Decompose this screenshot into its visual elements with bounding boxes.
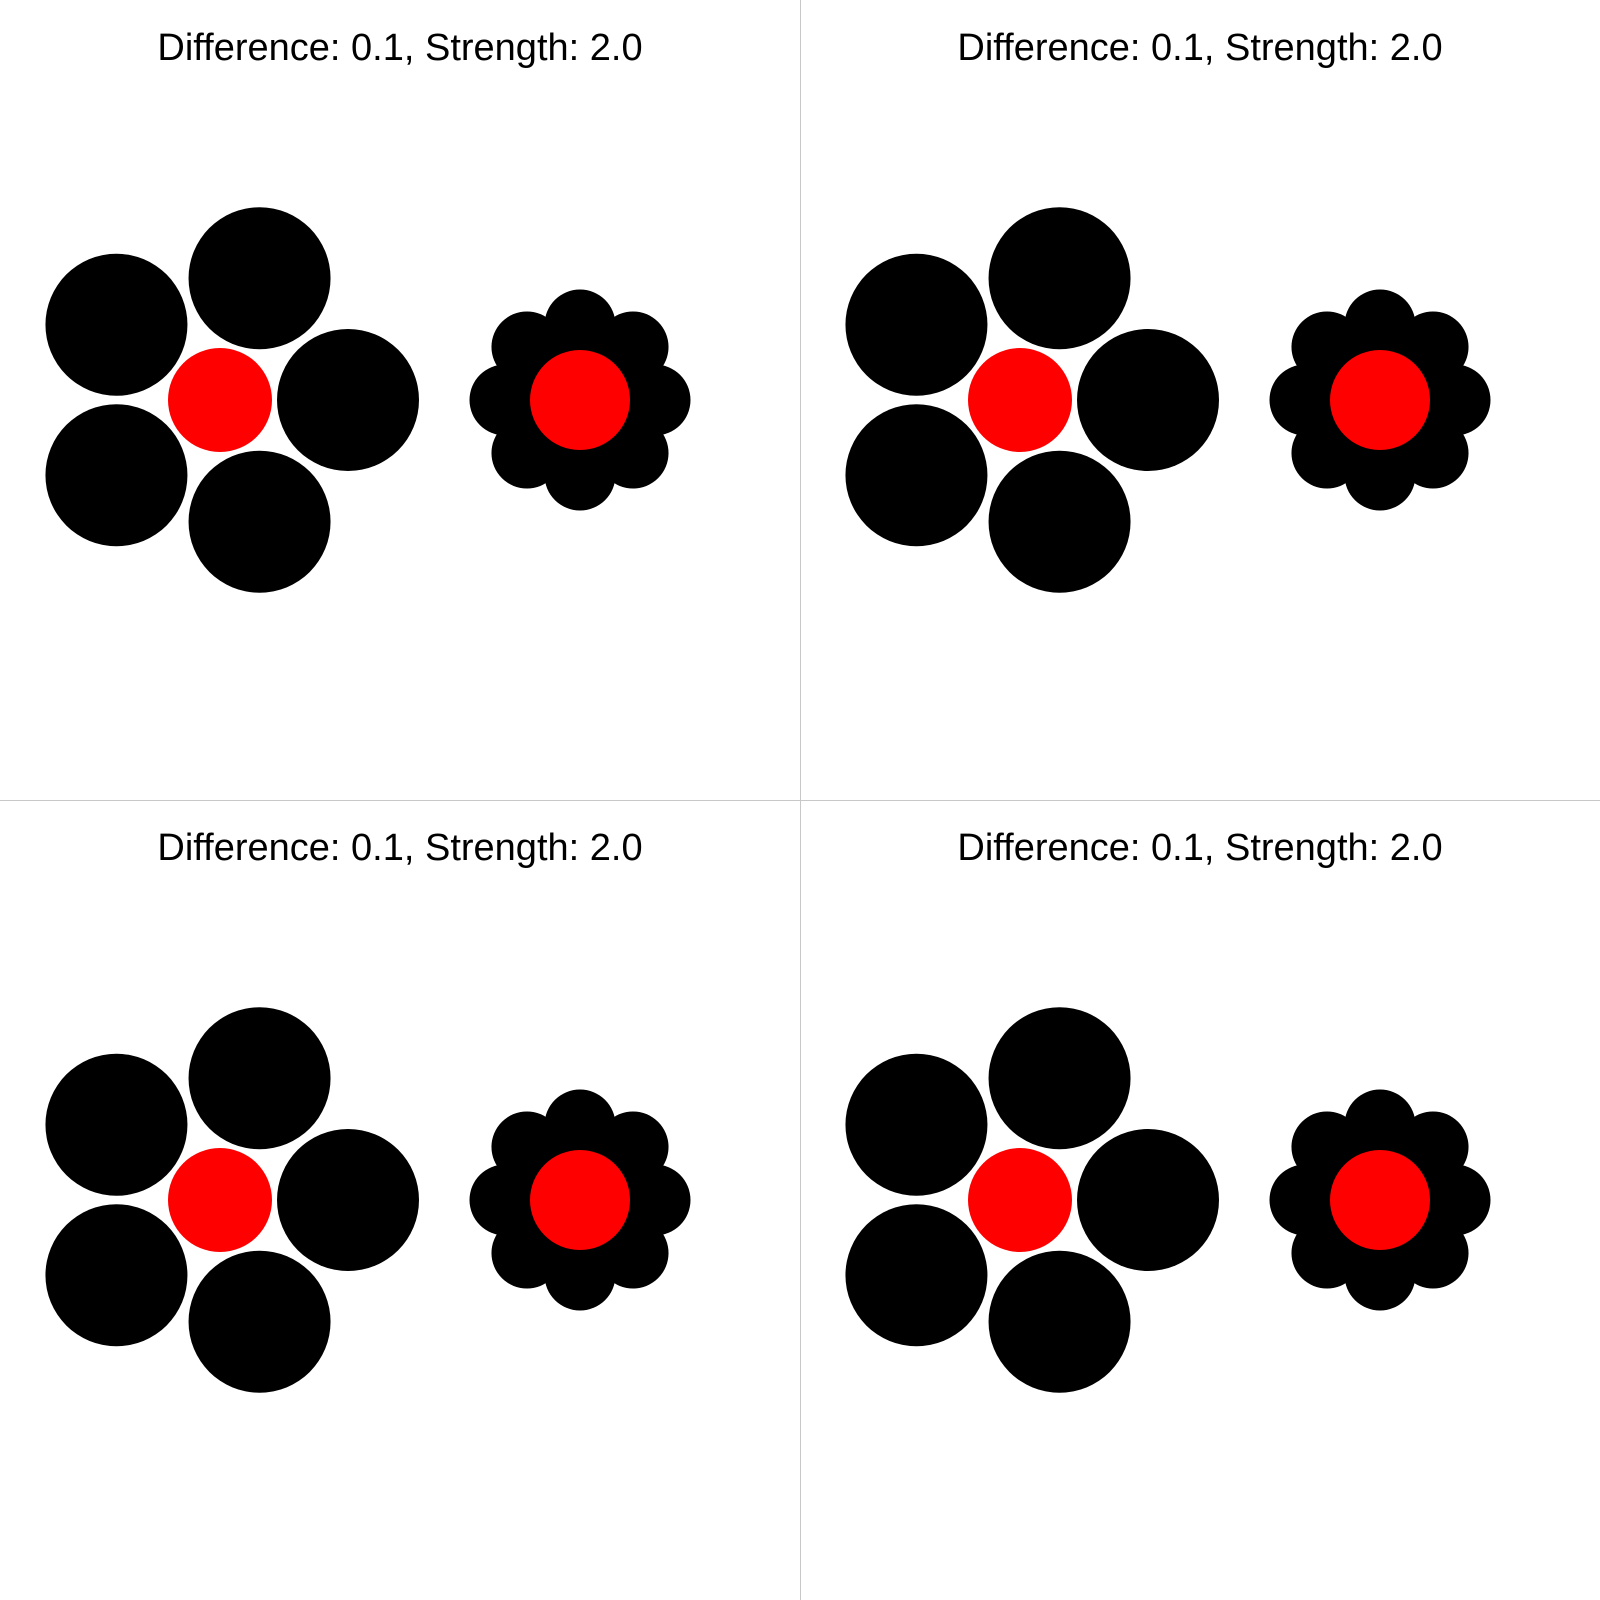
right-target-circle	[530, 1150, 630, 1250]
right-target-circle	[530, 350, 630, 450]
panel-title: Difference: 0.1, Strength: 2.0	[157, 827, 643, 869]
large-inducer-circle	[45, 404, 188, 547]
illusion-panel-3: Difference: 0.1, Strength: 2.0	[0, 800, 800, 1600]
ebbinghaus-figure	[845, 1007, 1491, 1393]
small-inducer-circle	[544, 1089, 616, 1161]
left-target-circle	[168, 1148, 272, 1252]
small-inducer-circle	[1344, 1089, 1416, 1161]
illusion-panel-1: Difference: 0.1, Strength: 2.0	[0, 0, 800, 800]
small-inducer-circle	[469, 1164, 541, 1236]
large-inducer-circle	[988, 1250, 1131, 1393]
small-inducer-circle	[1269, 1164, 1341, 1236]
panel-title: Difference: 0.1, Strength: 2.0	[957, 827, 1443, 869]
illusion-panel-4: Difference: 0.1, Strength: 2.0	[800, 800, 1600, 1600]
left-target-circle	[968, 348, 1072, 452]
small-inducer-circle	[1344, 439, 1416, 511]
large-inducer-circle	[1077, 1129, 1219, 1271]
small-inducer-circle	[619, 364, 691, 436]
panel-title: Difference: 0.1, Strength: 2.0	[157, 27, 643, 69]
small-inducer-circle	[1419, 1164, 1491, 1236]
large-inducer-circle	[45, 1204, 188, 1347]
large-inducer-circle	[845, 404, 988, 547]
large-inducer-circle	[1077, 329, 1219, 471]
large-inducer-circle	[988, 1007, 1131, 1150]
ebbinghaus-figure	[845, 207, 1491, 593]
illusion-panel-2: Difference: 0.1, Strength: 2.0	[800, 0, 1600, 800]
large-inducer-circle	[188, 1007, 331, 1150]
small-inducer-circle	[544, 1239, 616, 1311]
right-target-circle	[1330, 1150, 1430, 1250]
ebbinghaus-figure	[45, 1007, 691, 1393]
large-inducer-circle	[188, 207, 331, 350]
left-target-circle	[968, 1148, 1072, 1252]
right-target-circle	[1330, 350, 1430, 450]
small-inducer-circle	[544, 289, 616, 361]
large-inducer-circle	[188, 1250, 331, 1393]
horizontal-divider	[0, 800, 1600, 801]
ebbinghaus-figure	[45, 207, 691, 593]
left-target-circle	[168, 348, 272, 452]
small-inducer-circle	[1344, 1239, 1416, 1311]
large-inducer-circle	[988, 450, 1131, 593]
small-inducer-circle	[469, 364, 541, 436]
small-inducer-circle	[1419, 364, 1491, 436]
large-inducer-circle	[45, 1053, 188, 1196]
small-inducer-circle	[1344, 289, 1416, 361]
large-inducer-circle	[988, 207, 1131, 350]
small-inducer-circle	[1269, 364, 1341, 436]
large-inducer-circle	[277, 1129, 419, 1271]
panel-title: Difference: 0.1, Strength: 2.0	[957, 27, 1443, 69]
large-inducer-circle	[845, 1053, 988, 1196]
large-inducer-circle	[188, 450, 331, 593]
small-inducer-circle	[619, 1164, 691, 1236]
large-inducer-circle	[45, 253, 188, 396]
large-inducer-circle	[845, 253, 988, 396]
small-inducer-circle	[544, 439, 616, 511]
large-inducer-circle	[845, 1204, 988, 1347]
large-inducer-circle	[277, 329, 419, 471]
